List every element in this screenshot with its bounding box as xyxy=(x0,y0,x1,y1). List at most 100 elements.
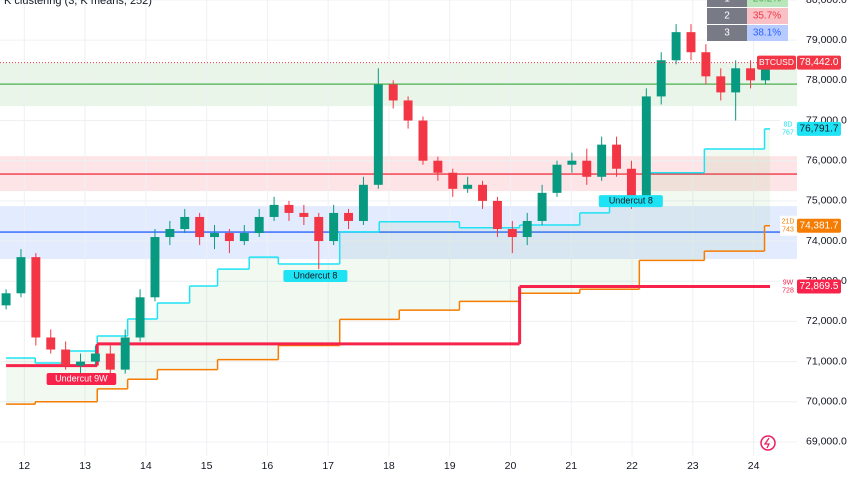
candle-body xyxy=(403,100,413,121)
candle-body xyxy=(760,62,770,81)
candle-body xyxy=(597,144,607,177)
candle-body xyxy=(1,293,11,306)
series-tag-bg xyxy=(780,215,797,236)
candle-body xyxy=(31,257,41,338)
channel-fill xyxy=(6,128,771,405)
annotation-box xyxy=(598,195,663,208)
price-tag-bg xyxy=(797,218,841,233)
candle-body xyxy=(448,172,458,189)
x-tick-label: 18 xyxy=(383,460,395,472)
candle-body xyxy=(567,160,577,165)
candle-body xyxy=(344,212,354,221)
candle-body xyxy=(61,349,71,366)
y-tick-label: 80,000.0 xyxy=(806,0,847,6)
candle-body xyxy=(463,184,473,189)
y-tick-label: 76,000.0 xyxy=(806,154,847,166)
y-tick-label: 69,000.0 xyxy=(806,436,847,448)
candle-body xyxy=(746,68,756,81)
cluster-share: 35.7% xyxy=(753,11,781,22)
price-axis-bg xyxy=(797,0,852,485)
cluster-share-bg xyxy=(747,25,788,41)
candle-body xyxy=(165,229,175,238)
candle-body xyxy=(537,192,547,221)
price-tag: 74,381.7 xyxy=(800,220,839,231)
x-tick-label: 12 xyxy=(18,460,30,472)
y-tick-label: 78,000.0 xyxy=(806,74,847,86)
cluster-share: 26.2% xyxy=(753,0,781,5)
cluster-index: 2 xyxy=(724,11,730,22)
price-tag-bg xyxy=(797,121,841,136)
series-tag-bg xyxy=(780,118,797,139)
candle-body xyxy=(478,184,488,201)
candle-body xyxy=(582,160,592,177)
candle-body xyxy=(299,212,309,217)
series-name: 21D xyxy=(782,219,795,226)
candle-body xyxy=(180,216,190,230)
x-tick-label: 16 xyxy=(262,460,274,472)
annotation: Undercut 8 xyxy=(609,195,653,205)
logo-bolt xyxy=(763,437,771,449)
candle-body xyxy=(507,229,517,238)
cluster-index-bg xyxy=(707,25,747,41)
candle-body xyxy=(329,212,339,242)
candle-body xyxy=(418,120,428,161)
x-tick-label: 14 xyxy=(140,460,152,472)
chart-title: K clustering (3, K means, 252) xyxy=(4,0,152,7)
candle-body xyxy=(433,160,443,173)
time-axis-bg xyxy=(0,456,852,485)
cluster-index-bg xyxy=(707,0,747,7)
candle-body xyxy=(120,337,130,370)
x-tick-label: 21 xyxy=(565,460,577,472)
x-tick-label: 17 xyxy=(322,460,334,472)
candle-body xyxy=(224,233,234,242)
candle-body xyxy=(552,164,562,193)
candle-body xyxy=(284,204,294,213)
candle-body xyxy=(373,84,383,185)
series-tag: 728 xyxy=(782,287,794,294)
candle-body xyxy=(701,52,711,77)
annotation: Undercut 9W xyxy=(55,373,108,383)
candle-body xyxy=(641,96,651,201)
symbol-tag: BTCUSD xyxy=(759,57,794,67)
price-tag-bg xyxy=(797,55,841,70)
series-name: 8D xyxy=(784,122,793,129)
candle-body xyxy=(195,216,205,238)
price-tag-bg xyxy=(797,279,841,294)
y-tick-label: 75,000.0 xyxy=(806,195,847,207)
candle-body xyxy=(388,84,398,101)
candle-body xyxy=(656,60,666,97)
candle-body xyxy=(150,237,160,298)
y-tick-label: 74,000.0 xyxy=(806,235,847,247)
series-tag: 767 xyxy=(782,130,794,137)
y-tick-label: 79,000.0 xyxy=(806,34,847,46)
candle-body xyxy=(254,216,264,234)
logo xyxy=(760,435,776,451)
annotation: Undercut 8 xyxy=(293,270,337,280)
candle-body xyxy=(105,353,115,370)
candle-body xyxy=(716,76,726,93)
candle-body xyxy=(210,233,219,238)
candle-body xyxy=(135,297,145,338)
candle-body xyxy=(90,353,100,362)
cluster-index: 3 xyxy=(724,28,730,39)
candle-body xyxy=(46,337,56,350)
annotation-box xyxy=(46,372,117,385)
candle-body xyxy=(522,220,532,238)
x-tick-label: 22 xyxy=(626,460,638,472)
x-tick-label: 24 xyxy=(748,460,760,472)
candle-body xyxy=(612,144,622,169)
symbol-tag-bg xyxy=(757,55,796,70)
series-tag-bg xyxy=(780,276,797,297)
x-tick-label: 23 xyxy=(687,460,699,472)
price-tag: 72,869.5 xyxy=(800,281,839,292)
cluster-share: 38.1% xyxy=(753,28,781,39)
candle-body xyxy=(239,233,249,242)
candle-body xyxy=(731,68,741,93)
candle-body xyxy=(492,200,502,230)
candle-body xyxy=(16,257,26,294)
cluster-index-bg xyxy=(707,8,747,24)
cluster-share-bg xyxy=(747,8,788,24)
candle-body xyxy=(76,361,85,366)
candle-body xyxy=(358,184,368,221)
